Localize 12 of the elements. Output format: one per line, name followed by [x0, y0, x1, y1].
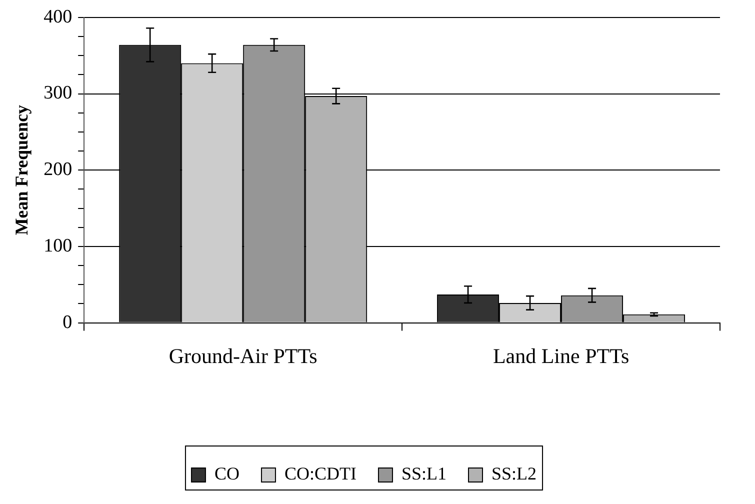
legend-label: SS:L2	[492, 464, 537, 484]
legend-label: CO	[214, 464, 240, 484]
legend-label: CO:CDTI	[284, 464, 356, 484]
y-tick-label: 200	[44, 159, 72, 180]
legend-label: SS:L1	[401, 464, 447, 484]
y-tick-label: 100	[44, 235, 72, 256]
y-tick-label: 400	[44, 6, 72, 28]
y-tick-label: 300	[44, 82, 72, 104]
y-axis-title: Mean Frequency	[11, 105, 32, 236]
x-tick-label: Land Line PTTs	[492, 344, 630, 368]
x-tick-label: Ground-Air PTTs	[168, 344, 318, 368]
y-tick-label: 0	[62, 312, 72, 333]
